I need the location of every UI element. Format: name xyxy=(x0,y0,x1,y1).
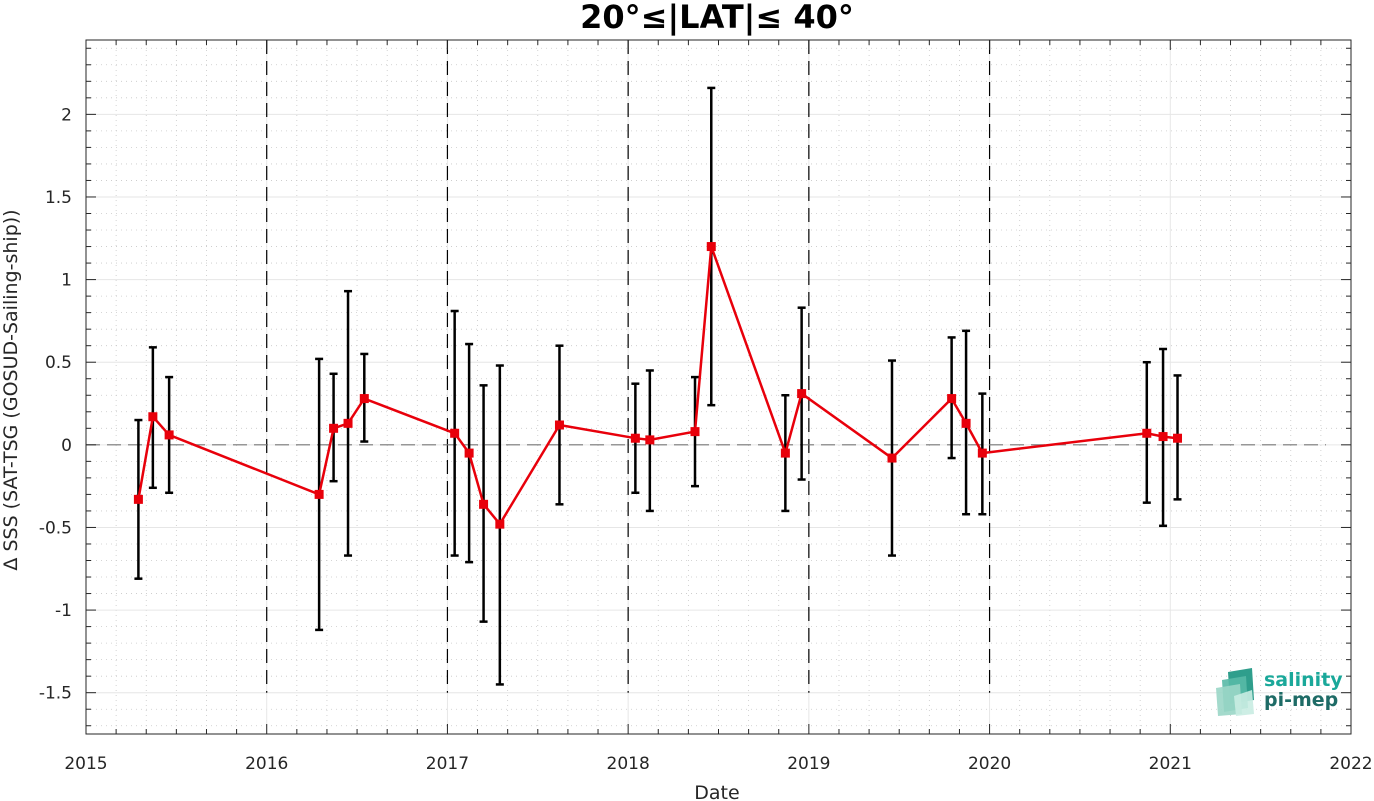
y-tick-label: 0.5 xyxy=(45,353,72,373)
data-point-marker xyxy=(1142,428,1152,438)
data-point-marker xyxy=(359,394,369,404)
data-point-marker xyxy=(706,242,716,252)
data-point-marker xyxy=(495,519,505,529)
x-tick-labels: 2015 2016 2017 2018 2019 2020 2021 2022 xyxy=(64,754,1372,774)
data-point-marker xyxy=(1158,432,1168,442)
series-markers xyxy=(133,242,1183,529)
data-point-marker xyxy=(554,420,564,430)
minor-grid xyxy=(86,40,1351,734)
y-axis-label: Δ SSS (SAT-TSG (GOSUD-Sailing-ship)) xyxy=(0,209,22,570)
logo-line2: pi-mep xyxy=(1264,689,1338,711)
year-boundary-lines xyxy=(266,40,991,693)
x-tick-label: 2015 xyxy=(64,754,107,774)
major-grid xyxy=(85,40,1352,734)
x-tick-label: 2016 xyxy=(245,754,288,774)
data-point-marker xyxy=(977,448,987,458)
x-tick-label: 2017 xyxy=(426,754,469,774)
data-point-marker xyxy=(464,448,474,458)
data-point-marker xyxy=(450,428,460,438)
logo-line1: salinity xyxy=(1264,669,1343,691)
x-tick-label: 2021 xyxy=(1149,754,1192,774)
y-tick-label: 2 xyxy=(61,105,72,125)
y-tick-label: -1 xyxy=(55,601,72,621)
salinity-pi-mep-logo: salinity pi-mep xyxy=(1216,668,1343,716)
data-point-marker xyxy=(329,423,339,433)
data-point-marker xyxy=(780,448,790,458)
x-tick-label: 2020 xyxy=(968,754,1011,774)
chart-title: 20°≤|LAT|≤ 40° xyxy=(580,0,854,37)
data-point-marker xyxy=(164,430,174,440)
data-point-marker xyxy=(690,427,700,437)
data-point-marker xyxy=(479,499,489,509)
y-tick-label: 1.5 xyxy=(45,188,72,208)
plot-area-frame xyxy=(85,39,1352,735)
data-point-marker xyxy=(797,389,807,399)
data-point-marker xyxy=(630,433,640,443)
x-axis-label: Date xyxy=(694,782,739,801)
axis-ticks xyxy=(85,40,1352,734)
data-point-marker xyxy=(148,412,158,422)
data-point-marker xyxy=(1173,433,1183,443)
logo-wave-icon xyxy=(1216,668,1254,716)
x-tick-label: 2022 xyxy=(1329,754,1372,774)
x-tick-label: 2018 xyxy=(607,754,650,774)
y-tick-labels: -1.5 -1 -0.5 0 0.5 1 1.5 2 xyxy=(39,105,72,703)
data-point-marker xyxy=(645,435,655,445)
data-point-marker xyxy=(961,418,971,428)
data-point-marker xyxy=(887,453,897,463)
y-tick-label: 1 xyxy=(61,271,72,291)
data-point-marker xyxy=(343,418,353,428)
y-tick-label: -1.5 xyxy=(39,684,72,704)
data-point-marker xyxy=(947,394,957,404)
x-tick-label: 2019 xyxy=(787,754,830,774)
data-point-marker xyxy=(314,489,324,499)
error-bars xyxy=(134,86,1182,686)
y-tick-label: -0.5 xyxy=(39,518,72,538)
y-tick-label: 0 xyxy=(61,436,72,456)
data-point-marker xyxy=(133,494,143,504)
